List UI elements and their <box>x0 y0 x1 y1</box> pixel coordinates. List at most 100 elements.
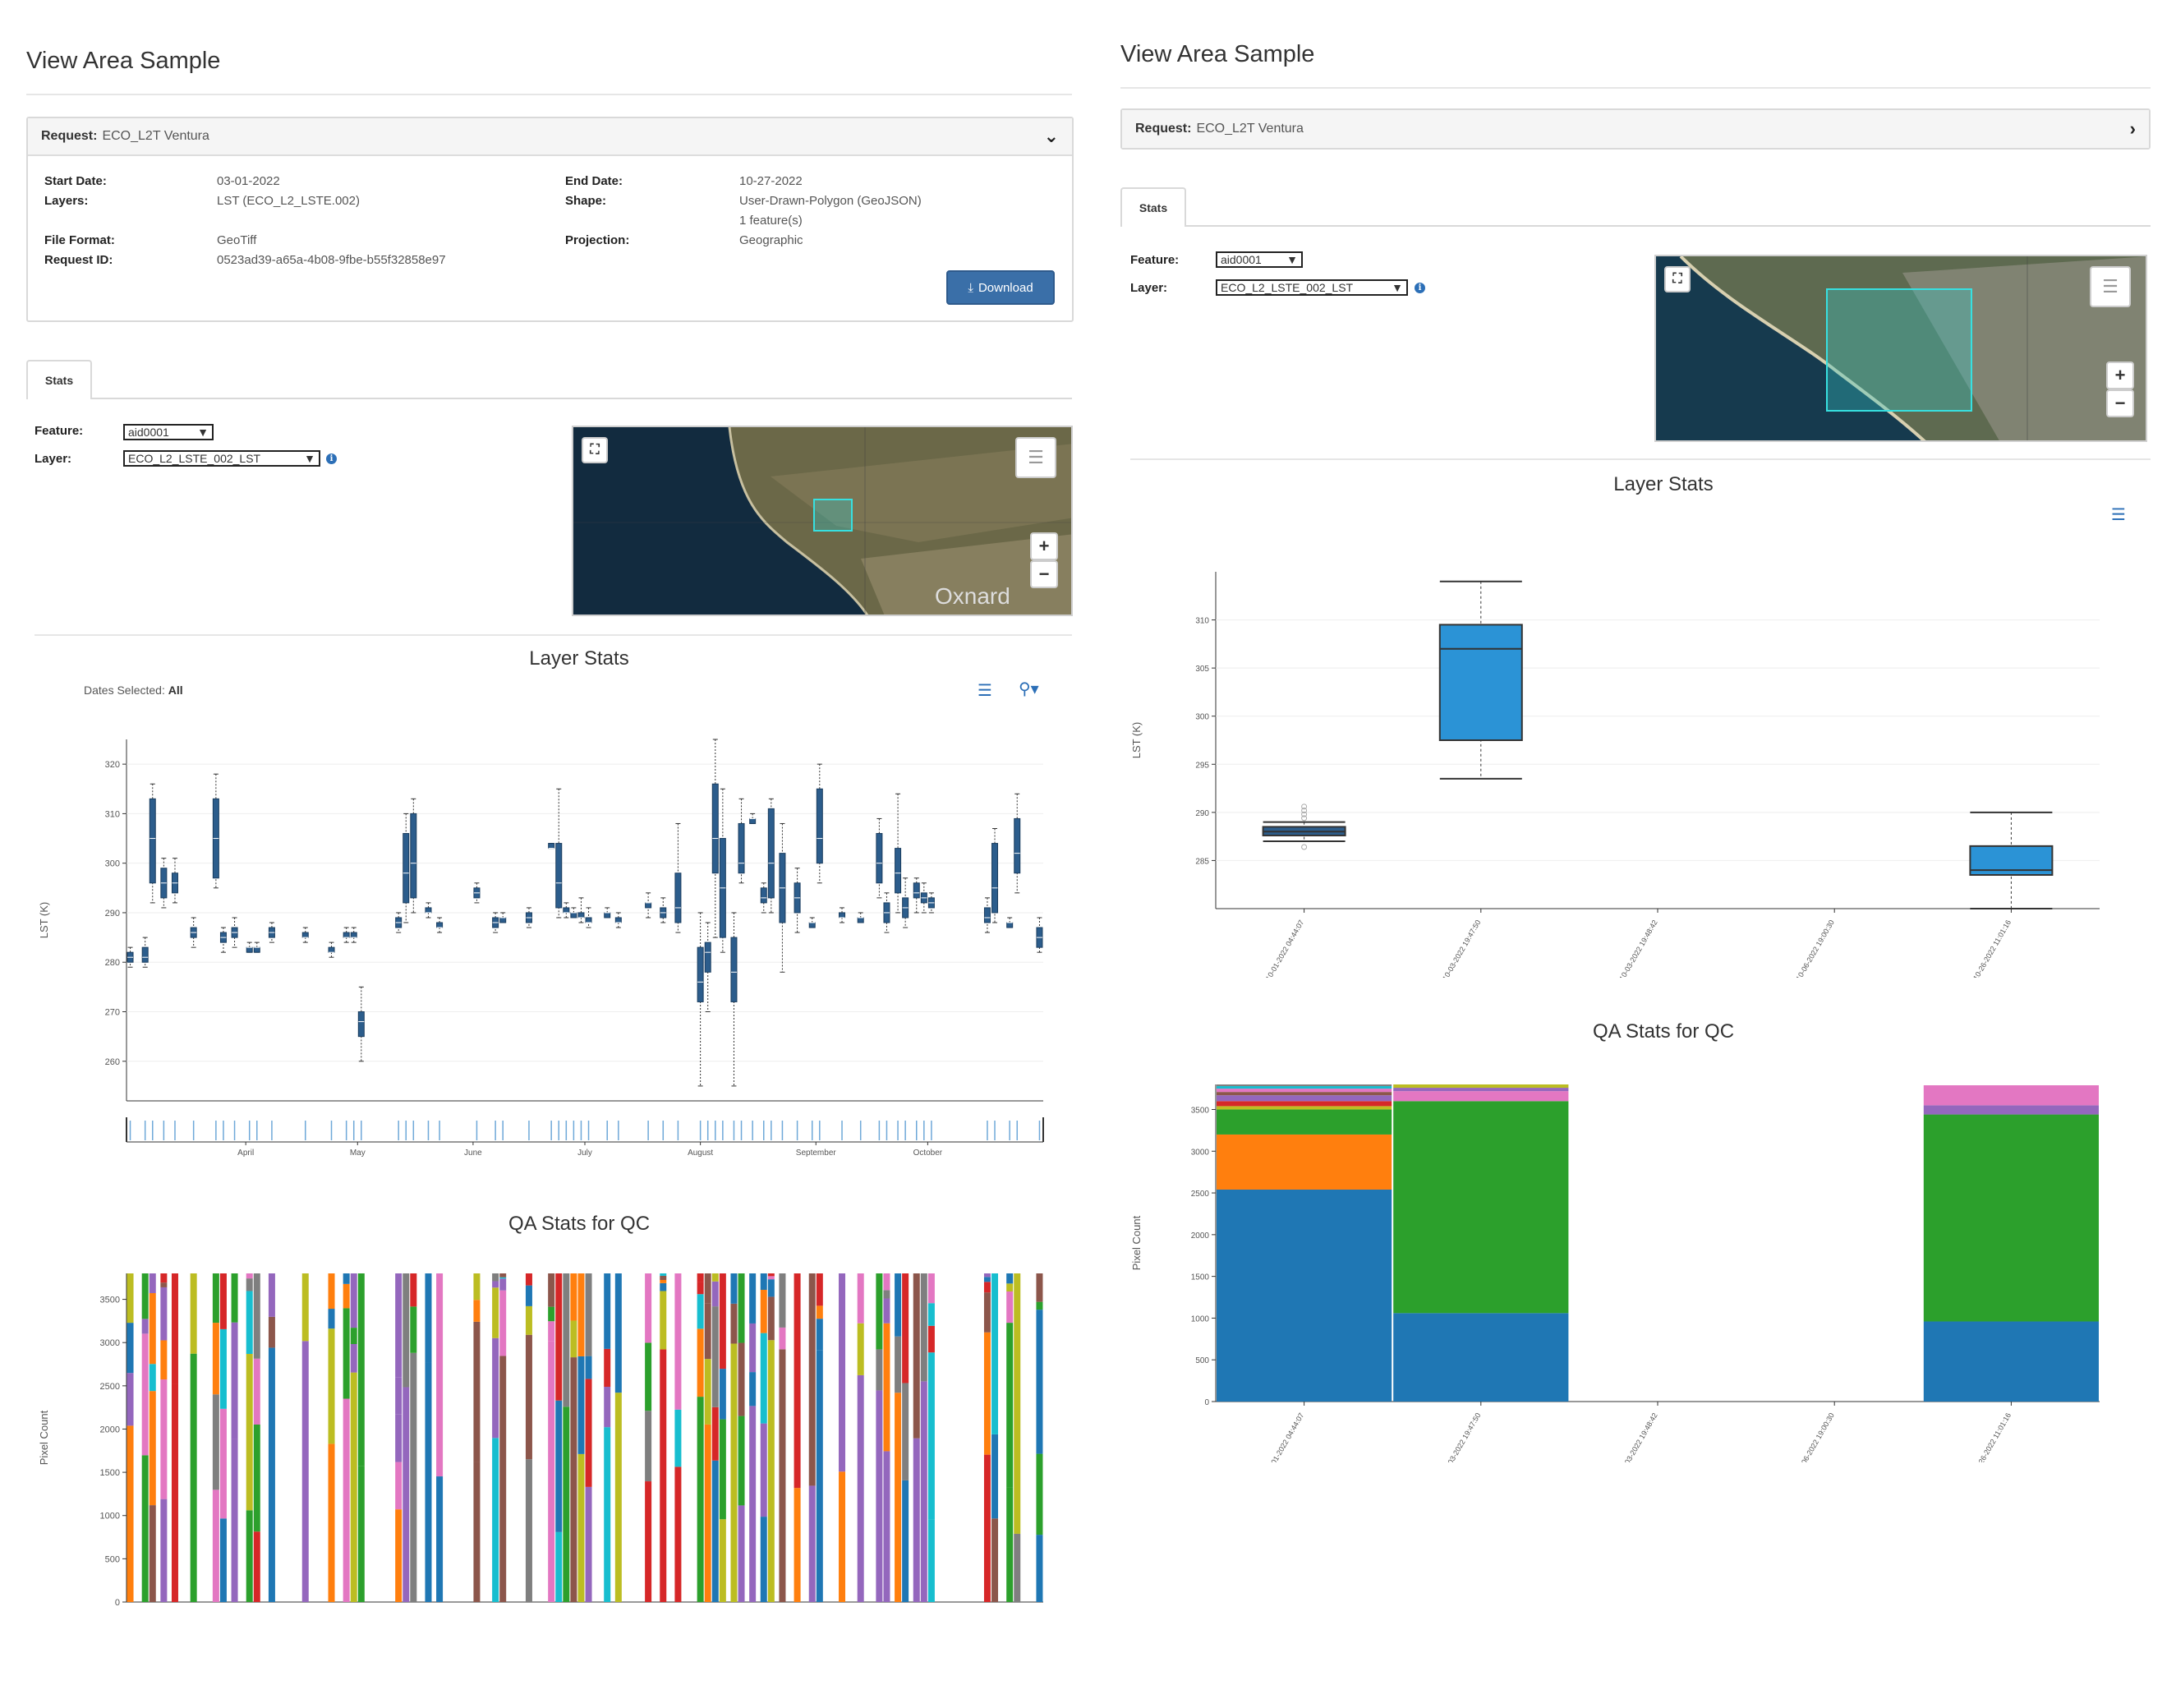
qa-bar-segment <box>231 1322 238 1439</box>
box <box>738 822 745 874</box>
qa-bar-segment <box>749 1273 757 1324</box>
settings-sliders-icon[interactable]: ☰ <box>978 682 992 700</box>
box <box>991 843 999 914</box>
x-tick-label: August <box>688 1149 713 1158</box>
qa-bar-segment <box>920 1273 927 1382</box>
qa-bar-segment <box>141 1273 149 1319</box>
qa-bar-segment <box>913 1273 920 1439</box>
layer-select[interactable]: ECO_L2_LSTE_002_LST ▼ <box>123 450 320 467</box>
request-panel-header[interactable]: Request: ECO_L2T Ventura › <box>1122 110 2149 148</box>
qa-bar-segment <box>1217 1101 1392 1107</box>
feature-select[interactable]: aid0001 ▼ <box>1216 251 1303 268</box>
qa-bar-segment <box>660 1273 667 1276</box>
y-tick-label: 2000 <box>100 1425 120 1434</box>
qa-bar-segment <box>577 1453 585 1602</box>
feature-select[interactable]: aid0001 ▼ <box>123 424 214 440</box>
qa-bar-segment <box>253 1273 260 1359</box>
layer-select-value: ECO_L2_LSTE_002_LST <box>1221 281 1354 294</box>
qa-bar-segment <box>212 1489 219 1602</box>
qa-bar-segment <box>343 1308 350 1399</box>
shape-value: User-Drawn-Polygon (GeoJSON) <box>739 194 922 208</box>
chevron-right-icon[interactable]: › <box>2129 118 2136 139</box>
map-view[interactable]: ⛶ ☰ + − Oxnard <box>572 426 1073 616</box>
qa-bar-segment <box>1014 1533 1021 1602</box>
qa-bar-segment <box>357 1466 365 1602</box>
y-tick-label: 0 <box>115 1598 120 1608</box>
qa-bar-segment <box>499 1356 507 1602</box>
left-qa-title: QA Stats for QC <box>508 1213 651 1235</box>
qa-bar-segment <box>212 1394 219 1490</box>
qa-bar-segment <box>160 1340 168 1380</box>
zoom-in-button[interactable]: + <box>2106 361 2134 389</box>
qa-bar-segment <box>983 1273 991 1278</box>
qa-bar-segment <box>343 1283 350 1309</box>
qa-bar-segment <box>525 1459 532 1602</box>
layers-icon[interactable]: ☰ <box>1015 437 1056 478</box>
zoom-out-button[interactable]: − <box>1030 560 1058 588</box>
zoom-out-button[interactable]: − <box>2106 389 2134 417</box>
request-panel-header[interactable]: Request: ECO_L2T Ventura ⌄ <box>28 118 1072 156</box>
qa-bar-segment <box>1006 1487 1014 1602</box>
settings-sliders-icon[interactable]: ☰ <box>2111 506 2126 524</box>
tab-stats[interactable]: Stats <box>26 360 92 399</box>
request-panel-collapsed[interactable]: Request: ECO_L2T Ventura › <box>1120 108 2151 150</box>
map-view[interactable]: ⛶ ☰ + − <box>1654 255 2147 442</box>
qa-bar-segment <box>1217 1106 1392 1110</box>
title-divider <box>26 94 1072 95</box>
y-tick-label: 285 <box>1195 857 1209 866</box>
qa-bar-segment <box>711 1406 719 1461</box>
zoom-in-button[interactable]: + <box>1030 532 1058 560</box>
info-icon[interactable]: i <box>326 453 337 464</box>
box <box>808 922 816 928</box>
qa-bar-segment <box>794 1273 801 1489</box>
qa-bar-segment <box>212 1273 219 1324</box>
y-axis-label: LST (K) <box>38 902 50 939</box>
chevron-down-icon[interactable]: ⌄ <box>1043 126 1059 146</box>
box <box>816 788 823 864</box>
qa-bar-segment <box>876 1273 883 1350</box>
qa-bar-segment <box>253 1425 260 1532</box>
box <box>548 843 555 849</box>
qa-bar-segment <box>991 1434 999 1519</box>
qa-bar-segment <box>1006 1273 1014 1284</box>
qa-bar-segment <box>492 1281 499 1288</box>
section-divider <box>35 634 1072 636</box>
qa-bar-segment <box>548 1321 555 1342</box>
qa-bar-segment <box>749 1406 757 1602</box>
qa-bar-segment <box>231 1300 238 1323</box>
qa-bar-segment <box>343 1282 350 1284</box>
layer-select[interactable]: ECO_L2_LSTE_002_LST ▼ <box>1216 279 1408 296</box>
map-imagery <box>1656 256 2146 440</box>
outlier-point <box>1301 803 1308 810</box>
dates-selected-value: All <box>168 684 183 697</box>
qa-bar-segment <box>473 1462 481 1602</box>
info-icon[interactable]: i <box>1415 283 1425 293</box>
request-name: ECO_L2T Ventura <box>102 129 209 143</box>
y-axis-label: LST (K) <box>1130 722 1143 759</box>
fullscreen-icon[interactable]: ⛶ <box>1664 266 1691 292</box>
y-tick-label: 3000 <box>100 1338 120 1348</box>
fullscreen-icon[interactable]: ⛶ <box>582 437 608 463</box>
qa-bar-segment <box>645 1342 652 1411</box>
box <box>983 907 991 923</box>
download-icon: ⤓ <box>968 280 973 295</box>
download-button[interactable]: ⤓ Download <box>946 270 1055 305</box>
x-tick-label: May <box>350 1149 366 1158</box>
qa-bar-segment <box>779 1349 786 1602</box>
qa-bar-segment <box>1217 1084 1392 1087</box>
tab-underline <box>1186 225 2151 227</box>
y-tick-label: 300 <box>1195 713 1209 722</box>
qa-bar-segment <box>246 1354 253 1511</box>
qa-bar-segment <box>555 1273 563 1401</box>
tab-stats[interactable]: Stats <box>1120 187 1186 227</box>
x-tick-label: 10-26-2022 11:01:16 <box>1971 1411 2013 1462</box>
qa-bar-segment <box>604 1427 611 1602</box>
qa-bar-segment <box>141 1333 149 1456</box>
qa-bar-segment <box>268 1347 275 1602</box>
zoom-menu-icon[interactable]: ⚲▾ <box>1019 680 1039 698</box>
box <box>913 882 920 899</box>
layers-icon[interactable]: ☰ <box>2090 266 2131 307</box>
qa-bar-segment <box>991 1518 999 1602</box>
qa-bar-segment <box>190 1273 197 1354</box>
qa-bar-segment <box>927 1303 935 1326</box>
